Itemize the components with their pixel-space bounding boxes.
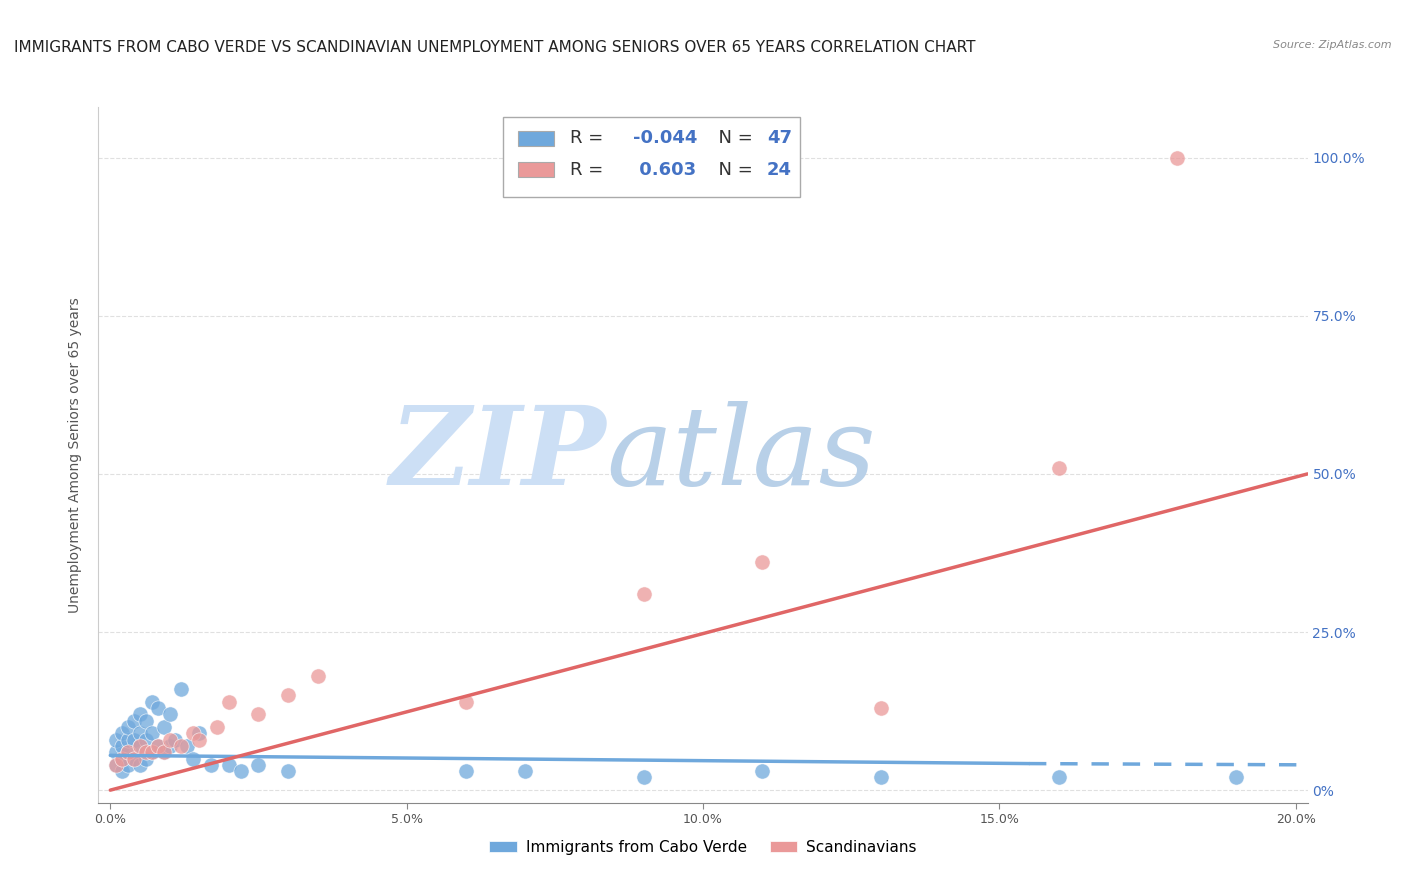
Text: 24: 24 — [768, 161, 792, 178]
Point — [152, 745, 174, 759]
Point — [129, 757, 152, 772]
Text: IMMIGRANTS FROM CABO VERDE VS SCANDINAVIAN UNEMPLOYMENT AMONG SENIORS OVER 65 YE: IMMIGRANTS FROM CABO VERDE VS SCANDINAVI… — [14, 40, 976, 55]
Point — [122, 732, 145, 747]
Point — [111, 751, 134, 765]
Point — [146, 739, 169, 753]
Point — [152, 720, 174, 734]
Point — [117, 745, 139, 759]
Text: Source: ZipAtlas.com: Source: ZipAtlas.com — [1274, 40, 1392, 50]
Text: ZIP: ZIP — [389, 401, 606, 508]
Point — [454, 695, 477, 709]
Point — [869, 771, 891, 785]
Point — [105, 732, 128, 747]
Point — [277, 764, 299, 779]
Point — [218, 695, 240, 709]
Point — [188, 726, 211, 740]
Point — [229, 764, 252, 779]
Point — [141, 745, 163, 759]
Point — [105, 757, 128, 772]
Point — [122, 714, 145, 728]
Text: N =: N = — [707, 161, 758, 178]
Point — [188, 732, 211, 747]
Point — [129, 739, 152, 753]
Point — [135, 751, 157, 765]
Point — [152, 745, 174, 759]
Text: 0.603: 0.603 — [633, 161, 696, 178]
Point — [247, 757, 270, 772]
Point — [129, 739, 152, 753]
Point — [135, 732, 157, 747]
Point — [117, 732, 139, 747]
Point — [1047, 460, 1070, 475]
Point — [111, 751, 134, 765]
Point — [170, 681, 193, 696]
Point — [111, 764, 134, 779]
Point — [515, 764, 537, 779]
Point — [176, 739, 198, 753]
Point — [247, 707, 270, 722]
Point — [105, 757, 128, 772]
FancyBboxPatch shape — [517, 162, 554, 178]
Point — [181, 726, 204, 740]
Point — [111, 726, 134, 740]
Point — [135, 714, 157, 728]
Point — [117, 757, 139, 772]
Point — [165, 732, 187, 747]
Text: R =: R = — [569, 129, 609, 147]
Point — [117, 745, 139, 759]
Point — [1166, 151, 1188, 165]
Point — [122, 751, 145, 765]
Text: -0.044: -0.044 — [633, 129, 697, 147]
Text: atlas: atlas — [606, 401, 876, 508]
Point — [159, 732, 181, 747]
Point — [1225, 771, 1247, 785]
Point — [751, 764, 773, 779]
Point — [181, 751, 204, 765]
Legend: Immigrants from Cabo Verde, Scandinavians: Immigrants from Cabo Verde, Scandinavian… — [482, 834, 924, 862]
Point — [218, 757, 240, 772]
Point — [141, 726, 163, 740]
Text: N =: N = — [707, 129, 758, 147]
Point — [200, 757, 222, 772]
Point — [129, 707, 152, 722]
Point — [117, 720, 139, 734]
Point — [159, 707, 181, 722]
Point — [307, 669, 329, 683]
Point — [141, 695, 163, 709]
Point — [170, 739, 193, 753]
Y-axis label: Unemployment Among Seniors over 65 years: Unemployment Among Seniors over 65 years — [69, 297, 83, 613]
Point — [146, 701, 169, 715]
Point — [277, 688, 299, 702]
Text: R =: R = — [569, 161, 609, 178]
Point — [105, 745, 128, 759]
Point — [111, 739, 134, 753]
Point — [869, 701, 891, 715]
Point — [751, 556, 773, 570]
Point — [141, 745, 163, 759]
Point — [129, 726, 152, 740]
Point — [633, 587, 655, 601]
Point — [135, 745, 157, 759]
Point — [159, 739, 181, 753]
FancyBboxPatch shape — [503, 118, 800, 197]
FancyBboxPatch shape — [517, 131, 554, 146]
Point — [146, 739, 169, 753]
Point — [1047, 771, 1070, 785]
Text: 47: 47 — [768, 129, 792, 147]
Point — [454, 764, 477, 779]
Point — [633, 771, 655, 785]
Point — [205, 720, 228, 734]
Point — [122, 751, 145, 765]
